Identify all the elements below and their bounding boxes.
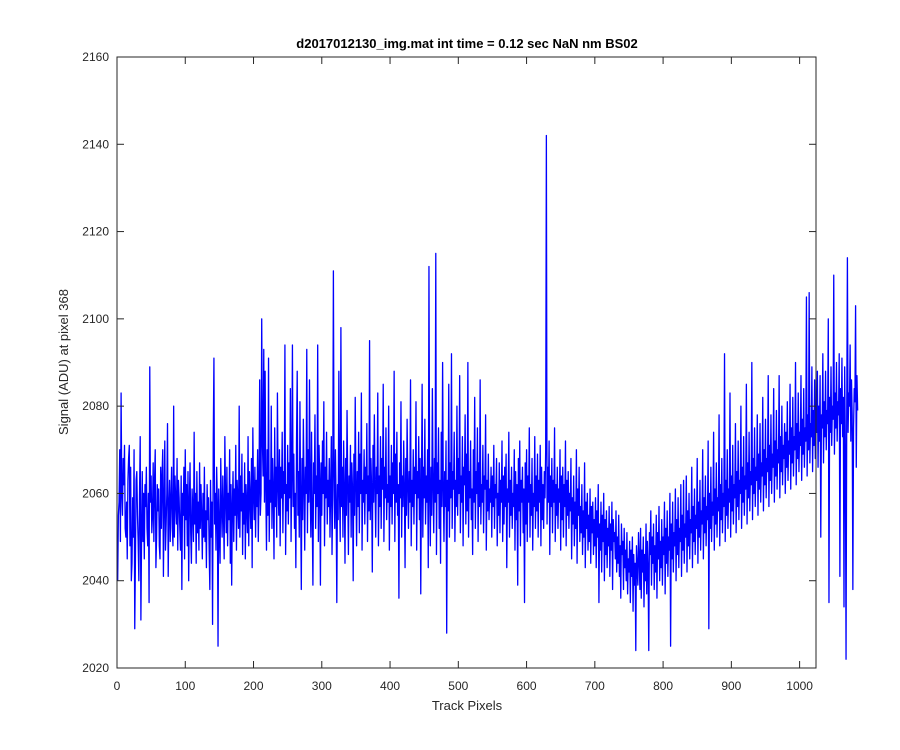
x-tick-label: 500 xyxy=(448,679,468,693)
y-tick-label: 2040 xyxy=(82,574,109,588)
y-tick-label: 2100 xyxy=(82,312,109,326)
chart-title: d2017012130_img.mat int time = 0.12 sec … xyxy=(296,36,637,51)
x-tick-label: 100 xyxy=(175,679,195,693)
signal-series-line xyxy=(117,134,859,660)
x-tick-label: 400 xyxy=(380,679,400,693)
y-tick-label: 2140 xyxy=(82,137,109,151)
x-axis-label: Track Pixels xyxy=(432,698,503,713)
y-tick-label: 2020 xyxy=(82,661,109,675)
x-tick-label: 700 xyxy=(585,679,605,693)
y-axis-ticks: 2020 2040 2060 2080 2100 2120 2140 2160 xyxy=(82,50,816,675)
x-tick-label: 800 xyxy=(653,679,673,693)
x-tick-label: 900 xyxy=(721,679,741,693)
x-tick-label: 600 xyxy=(517,679,537,693)
plot-area xyxy=(116,56,859,669)
x-tick-label: 300 xyxy=(312,679,332,693)
x-tick-label: 1000 xyxy=(786,679,813,693)
y-tick-label: 2160 xyxy=(82,50,109,64)
y-tick-label: 2060 xyxy=(82,486,109,500)
axes-background xyxy=(117,57,816,668)
axes-box xyxy=(116,56,817,669)
y-tick-label: 2080 xyxy=(82,399,109,413)
x-tick-label: 0 xyxy=(114,679,121,693)
y-tick-label: 2120 xyxy=(82,225,109,239)
x-axis-ticks: 0 100 200 300 400 500 600 700 800 900 1000 xyxy=(114,57,813,693)
y-axis-label: Signal (ADU) at pixel 368 xyxy=(56,289,71,435)
x-tick-label: 200 xyxy=(244,679,264,693)
